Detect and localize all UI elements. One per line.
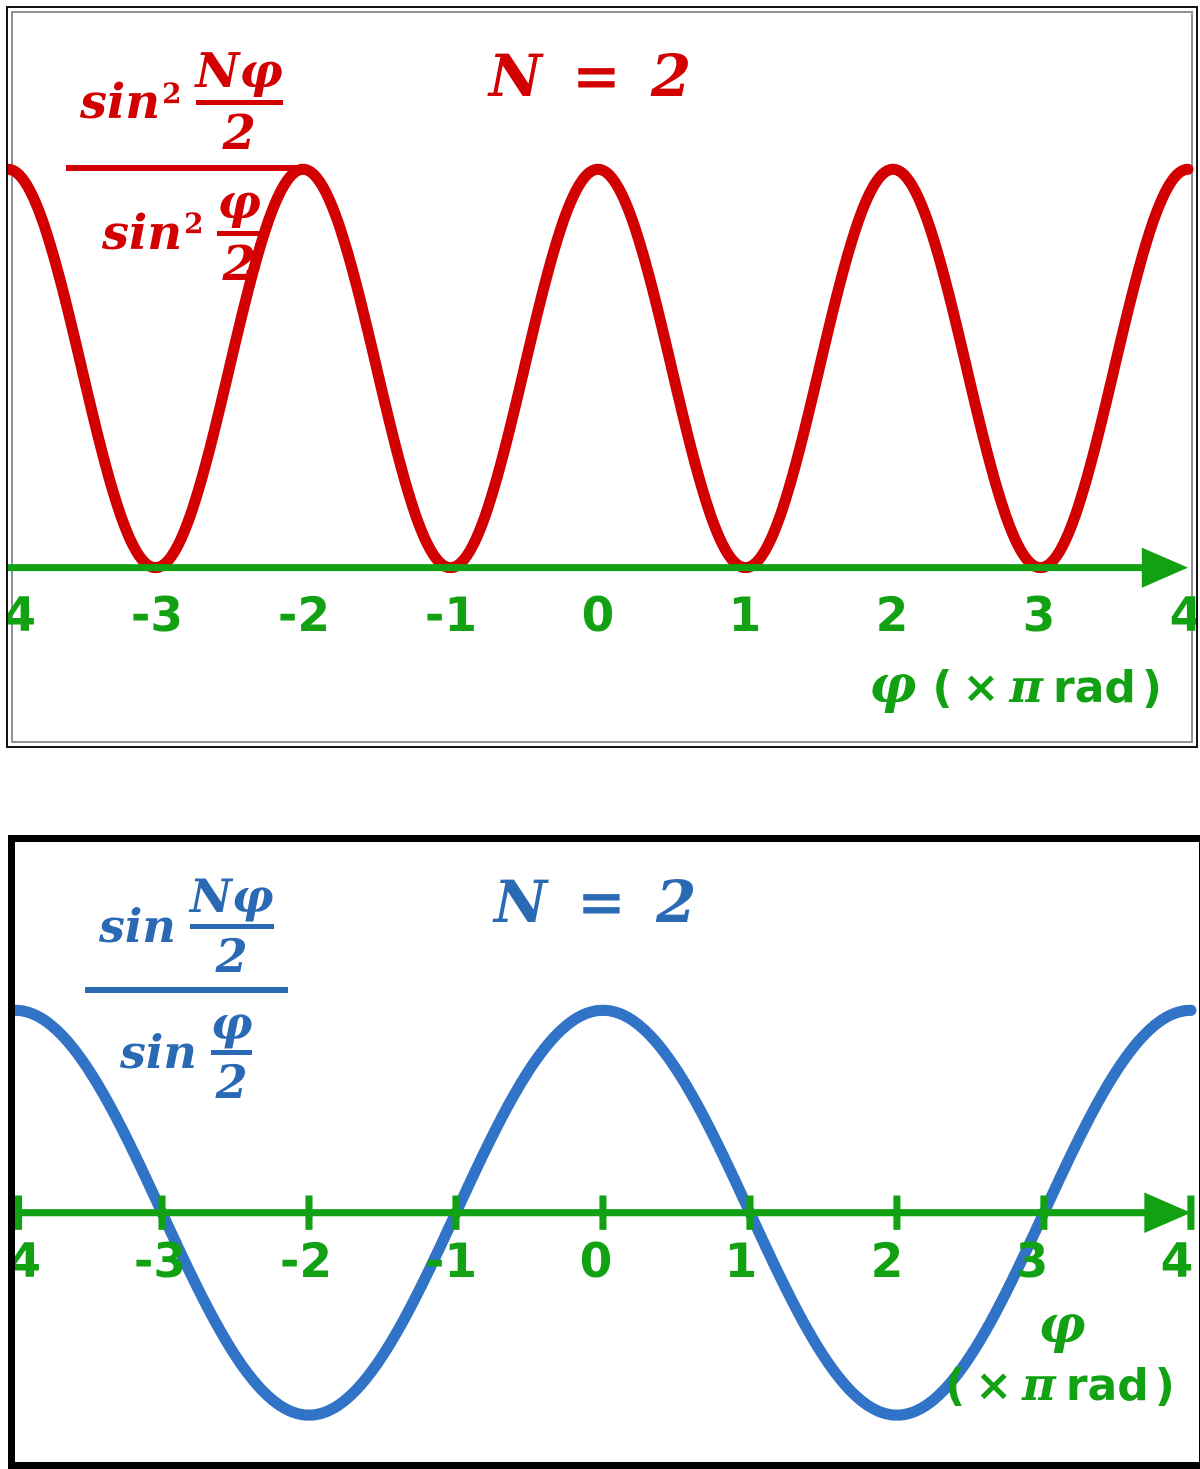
x-tick-label: 4 [1160,1234,1194,1289]
fraction-bar [217,230,261,236]
n-phi-over-2-fraction: Nφ 2 [189,869,274,983]
x-tick-label: 3 [1022,588,1056,643]
sin-squared-label: sin2 [80,73,182,130]
unit-line: (× π rad) [945,1357,1175,1411]
axis-arrowhead [1144,1192,1191,1233]
bottom-plot-canvas [15,1004,1197,1421]
phi-symbol: φ [869,654,917,715]
x-tick-label: 2 [870,1234,904,1289]
pi-symbol: π [1009,659,1043,713]
phi-over-2-fraction: φ 2 [217,173,261,292]
top-x-axis-label: φ(× π rad) [869,654,1162,715]
sin-label: sin [120,1025,197,1080]
pi-symbol: π [1022,1357,1056,1411]
bottom-formula-numerator: sin Nφ 2 [85,872,288,981]
bottom-formula: sin Nφ 2 sin φ 2 [85,872,288,1107]
x-tick-label: 0 [579,1234,613,1289]
x-tick-label: -1 [424,588,478,643]
top-formula-numerator: sin2 Nφ 2 [66,46,297,159]
x-tick-label: 4 [1170,592,1196,639]
bottom-chart-panel: sin Nφ 2 sin φ 2 N = 2 -4 -3 -2 -1 0 1 2 3 4 φ (… [8,835,1200,1469]
x-tick-label: -4 [6,588,37,643]
top-chart-panel: sin2 Nφ 2 sin2 φ 2 N = 2 -4 -3 -2 -1 0 1 2 3 4 φ… [6,6,1198,748]
x-tick-label: -3 [130,588,184,643]
x-tick-label: 2 [875,588,909,643]
x-tick-label: -3 [133,1234,187,1289]
fraction-bar [189,923,274,929]
fraction-bar [210,1050,253,1056]
multiplication-sign: × [975,1360,1013,1411]
top-plot-canvas [8,163,1194,588]
phi-symbol-line: φ [945,1294,1195,1355]
axis-arrowhead [1141,547,1188,588]
phi-symbol: φ [1038,1294,1086,1355]
amplitude-curve [15,1004,1197,1421]
x-tick-label: -2 [277,588,331,643]
main-fraction-bar [66,164,297,171]
top-formula-denominator: sin2 φ 2 [88,173,275,292]
sin-label: sin [99,898,176,953]
bottom-x-axis-label: φ (× π rad) [935,1294,1185,1411]
x-tick-label: -4 [8,1234,42,1289]
x-tick-label: -2 [279,1234,333,1289]
phi-over-2-fraction: φ 2 [210,995,253,1110]
top-x-tick-labels: -4 -3 -2 -1 0 1 2 3 4 [8,588,1196,648]
bottom-formula-denominator: sin φ 2 [106,995,266,1110]
main-fraction-bar [85,986,288,993]
x-tick-label: 1 [724,1234,758,1289]
fraction-bar [195,99,283,105]
top-chart-title: N = 2 [488,42,692,110]
x-tick-label: 0 [581,588,615,643]
sin-squared-label: sin2 [101,204,204,261]
bottom-chart-title: N = 2 [493,868,697,936]
x-tick-label: -1 [424,1234,478,1289]
x-tick-label: 3 [1015,1234,1049,1289]
multiplication-sign: × [962,662,1000,713]
n-phi-over-2-fraction: Nφ 2 [195,43,283,161]
x-tick-label: 1 [728,588,762,643]
intensity-curve [8,163,1194,574]
top-formula: sin2 Nφ 2 sin2 φ 2 [66,46,297,290]
